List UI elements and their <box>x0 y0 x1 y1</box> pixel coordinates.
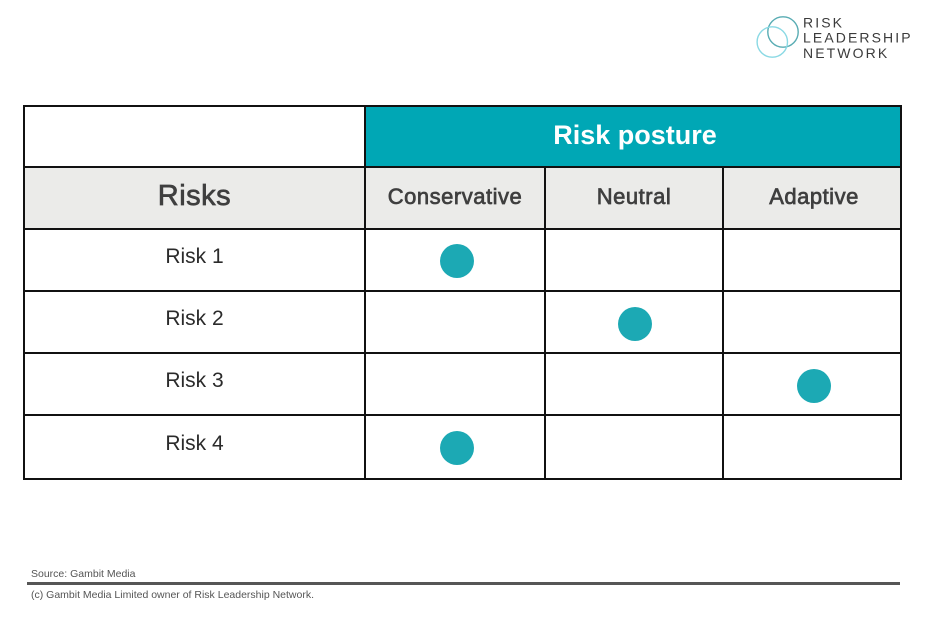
svg-text:LEADERSHIP: LEADERSHIP <box>803 29 913 45</box>
svg-text:RISK: RISK <box>803 14 844 30</box>
svg-text:NETWORK: NETWORK <box>803 45 889 61</box>
